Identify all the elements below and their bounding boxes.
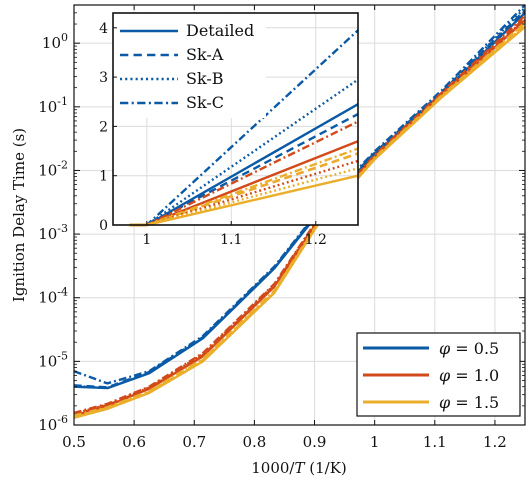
inset-frame xyxy=(112,12,359,226)
main-x-tick-label: 0.5 xyxy=(62,433,86,451)
inset-x-tick-label: 1.2 xyxy=(305,232,327,248)
main-y-tick-exponent: -6 xyxy=(57,413,68,426)
inset-y-tick-label: 1 xyxy=(99,169,108,185)
x-axis-label-unit: (1/K) xyxy=(304,459,346,477)
series-line-sk-b-phi-1.5 xyxy=(73,24,526,419)
series-line-sk-c-phi-1.0 xyxy=(73,14,526,415)
main-series xyxy=(73,4,526,419)
phi-symbol: φ xyxy=(439,339,451,358)
x-axis-label-T: T xyxy=(294,459,305,477)
main-x-tick-label: 1 xyxy=(370,433,380,451)
main-y-tick-label: 100 xyxy=(42,31,68,52)
phi-symbol: φ xyxy=(439,366,451,385)
main-y-tick-label: 10-6 xyxy=(38,413,68,434)
main-y-tick-exponent: -2 xyxy=(57,158,68,171)
main-x-tick-label: 0.7 xyxy=(182,433,206,451)
main-y-tick-exponent: -4 xyxy=(57,286,68,299)
main-y-tick-base: 10 xyxy=(38,161,57,179)
main-y-tick-exponent: -3 xyxy=(57,222,68,235)
inset-legend-label: Detailed xyxy=(186,21,254,40)
phi-value: = 1.0 xyxy=(450,366,499,385)
phi-value: = 0.5 xyxy=(450,339,499,358)
inset-y-tick-label: 3 xyxy=(99,70,108,86)
y-axis-label: Ignition Delay Time (s) xyxy=(10,128,28,302)
inset-x-tick-label: 1.1 xyxy=(220,232,242,248)
main-y-tick-base: 10 xyxy=(42,34,61,52)
main-y-tick-exponent: -5 xyxy=(57,349,68,362)
main-y-tick-base: 10 xyxy=(38,416,57,434)
series-line-sk-c-phi-1.5 xyxy=(73,21,526,417)
main-y-tick-base: 10 xyxy=(38,289,57,307)
inset-legend-label: Sk-A xyxy=(186,45,224,64)
main-x-tick-label: 0.8 xyxy=(242,433,266,451)
main-y-tick-exponent: -1 xyxy=(57,95,68,108)
phi-symbol: φ xyxy=(439,393,451,412)
main-y-tick-label: 10-2 xyxy=(38,158,68,179)
main-y-tick-base: 10 xyxy=(38,98,57,116)
phi-legend-label: φ = 1.0 xyxy=(439,366,499,385)
x-axis-label: 1000/T (1/K) xyxy=(251,459,347,477)
series-line-sk-c-phi-0.5 xyxy=(73,4,526,385)
phi-legend-label: φ = 0.5 xyxy=(439,339,499,358)
inset-y-tick-label: 0 xyxy=(99,218,108,234)
main-y-tick-label: 10-1 xyxy=(38,95,68,116)
main-y-tick-base: 10 xyxy=(38,225,57,243)
inset-y-tick-label: 4 xyxy=(99,21,108,37)
main-ticks: 0.5 0.6 0.7 0.8 0.9 1 1.1 1.210-610-510-410-310… xyxy=(38,5,525,451)
main-x-tick-label: 1.1 xyxy=(423,433,447,451)
inset-legend-label: Sk-C xyxy=(186,93,224,112)
phi-legend: φ = 0.5φ = 1.0φ = 1.5 xyxy=(356,332,521,417)
inset-x-tick-label: 1 xyxy=(142,232,151,248)
main-x-tick-label: 0.6 xyxy=(122,433,146,451)
main-x-tick-label: 1.2 xyxy=(483,433,507,451)
inset-legend: Detailed Sk-A Sk-B Sk-C xyxy=(114,14,266,118)
main-y-tick-label: 10-3 xyxy=(38,222,68,243)
main-y-tick-exponent: 0 xyxy=(61,31,68,44)
phi-value: = 1.5 xyxy=(450,393,499,412)
series-line-sk-b-phi-0.5 xyxy=(73,6,526,390)
main-y-tick-label: 10-4 xyxy=(38,286,68,307)
inset-ticks: 1 1.1 1.2 0 1 2 3 4 xyxy=(99,21,327,248)
inset-y-tick-label: 2 xyxy=(99,119,108,135)
phi-legend-label: φ = 1.5 xyxy=(439,393,499,412)
inset-legend-label: Sk-B xyxy=(186,69,224,88)
main-y-tick-base: 10 xyxy=(38,352,57,370)
main-x-tick-label: 0.9 xyxy=(303,433,327,451)
main-y-tick-label: 10-5 xyxy=(38,349,68,370)
x-axis-label-prefix: 1000/ xyxy=(251,459,295,477)
